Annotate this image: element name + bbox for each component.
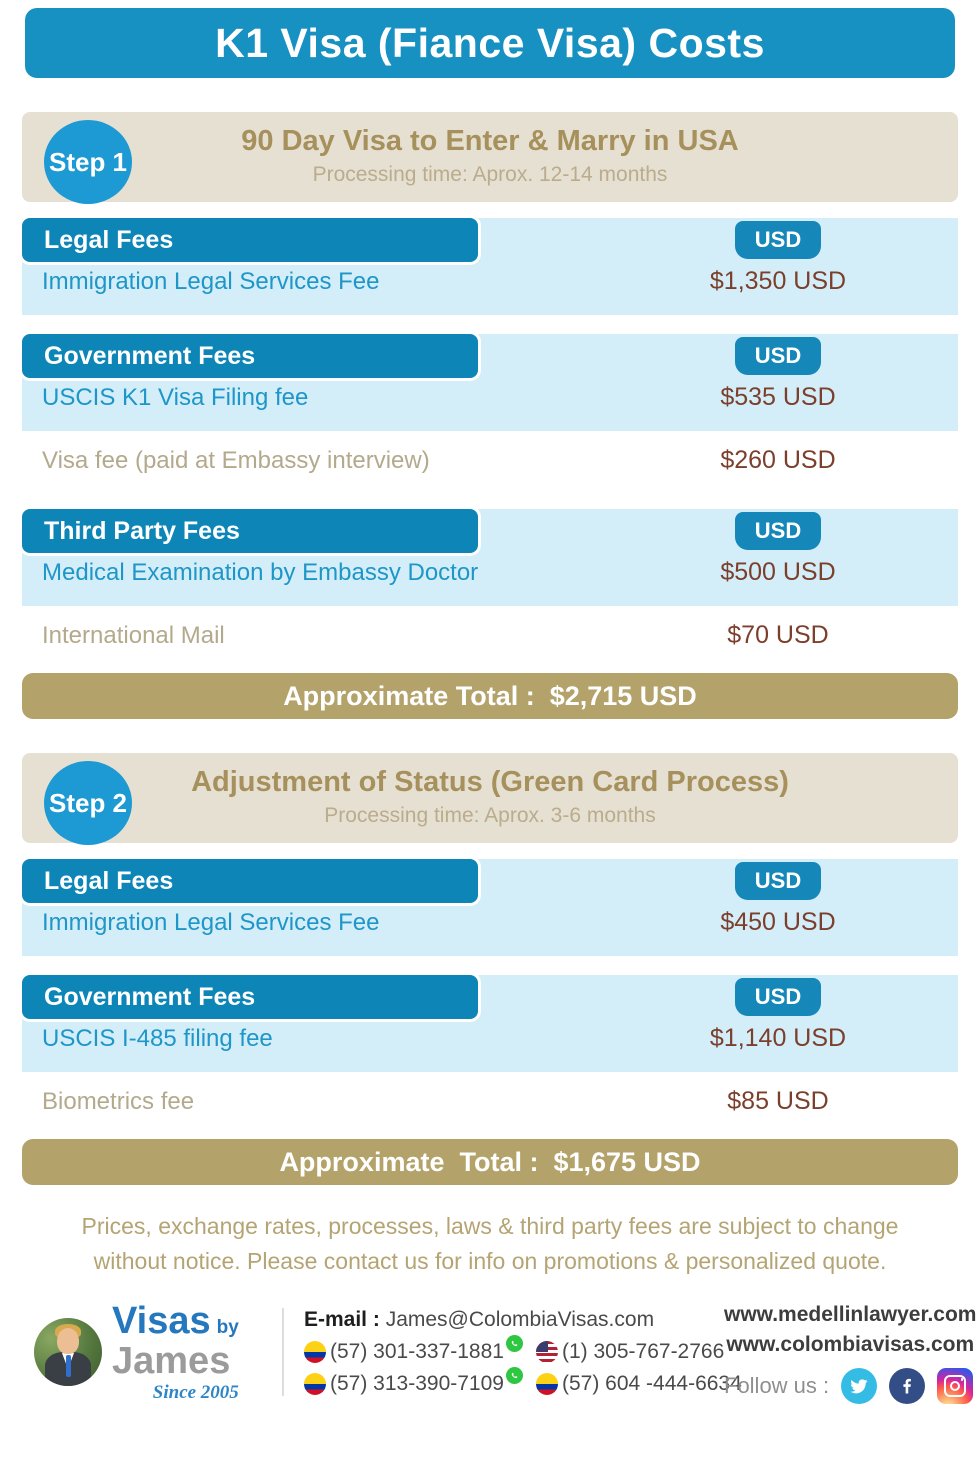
page-title: K1 Visa (Fiance Visa) Costs (215, 19, 765, 66)
page-header: K1 Visa (Fiance Visa) Costs (25, 8, 955, 78)
fee-group-header: Government Fees (22, 975, 478, 1019)
website-medellinlawyer[interactable]: www.medellinlawyer.com (724, 1302, 977, 1326)
follow-row: Follow us : (724, 1368, 976, 1405)
step1-subtitle: Processing time: Aprox. 12-14 months (312, 163, 668, 186)
currency-badge: USD (735, 978, 821, 1016)
phone-number: (57) 301-337-1881 (330, 1340, 504, 1363)
fee-group-body: USD Immigration Legal Services Fee $1,35… (22, 218, 958, 315)
phone-item[interactable]: (57) 313-390-7109 (304, 1366, 536, 1396)
contact-block: E-mail : James@ColombiaVisas.com (57) 30… (304, 1308, 742, 1396)
websites-block: www.medellinlawyer.com www.colombiavisas… (724, 1300, 976, 1405)
fee-group-legal-2: USD Immigration Legal Services Fee $450 … (22, 859, 958, 956)
fee-group-government-1: USD USCIS K1 Visa Filing fee $535 USD Go… (22, 334, 958, 494)
fee-group-header: Government Fees (22, 334, 478, 378)
fee-price: $535 USD (720, 383, 836, 411)
colombia-flag-icon (304, 1341, 326, 1363)
fee-group-body: USD USCIS K1 Visa Filing fee $535 USD (22, 334, 958, 431)
footer-divider (282, 1308, 284, 1396)
facebook-icon[interactable] (889, 1368, 926, 1405)
fee-group-header: Third Party Fees (22, 509, 478, 553)
disclaimer-text: Prices, exchange rates, processes, laws … (81, 1213, 899, 1274)
step1-total-text: Approximate Total : $2,715 USD (283, 680, 697, 711)
fee-label: USCIS I-485 filing fee (42, 1025, 273, 1052)
brand-logo: Visas by James Since 2005 (34, 1302, 272, 1402)
step2-title: Adjustment of Status (Green Card Process… (191, 766, 789, 798)
currency-badge: USD (735, 512, 821, 550)
fee-group-legal-1: USD Immigration Legal Services Fee $1,35… (22, 218, 958, 315)
step2-total-bar: Approximate Total : $1,675 USD (22, 1139, 958, 1185)
usa-flag-icon (536, 1341, 558, 1363)
brand-since: Since 2005 (152, 1382, 239, 1403)
fee-label: Immigration Legal Services Fee (42, 909, 380, 936)
fee-label: International Mail (42, 622, 225, 649)
fee-group-header: Legal Fees (22, 218, 478, 262)
instagram-icon[interactable] (937, 1368, 974, 1405)
currency-badge: USD (735, 337, 821, 375)
step1-badge: Step 1 (44, 120, 132, 204)
fee-price: $85 USD (727, 1087, 829, 1115)
email-label: E-mail : (304, 1308, 380, 1331)
fee-price: $70 USD (727, 621, 829, 649)
phone-number: (1) 305-767-2766 (562, 1340, 725, 1363)
phone-item[interactable]: (1) 305-767-2766 (536, 1340, 742, 1364)
step2-total-text: Approximate Total : $1,675 USD (279, 1146, 701, 1177)
brand-visas: Visas (112, 1300, 211, 1342)
step2-subtitle: Processing time: Aprox. 3-6 months (324, 804, 656, 827)
footer: Visas by James Since 2005 E-mail : James… (0, 1296, 980, 1408)
colombia-flag-icon (536, 1373, 558, 1395)
fee-label: Medical Examination by Embassy Doctor (42, 559, 479, 586)
fee-price: $1,350 USD (709, 267, 847, 295)
phone-number: (57) 313-390-7109 (330, 1372, 504, 1395)
phone-item[interactable]: (57) 301-337-1881 (304, 1334, 536, 1364)
fee-price: $260 USD (720, 446, 836, 474)
fee-group-header: Legal Fees (22, 859, 478, 903)
email-address[interactable]: James@ColombiaVisas.com (385, 1308, 655, 1331)
step1-total-bar: Approximate Total : $2,715 USD (22, 673, 958, 719)
brand-james: James (112, 1340, 231, 1382)
fee-label: USCIS K1 Visa Filing fee (42, 384, 309, 411)
twitter-icon[interactable] (841, 1368, 878, 1405)
james-photo (34, 1318, 102, 1386)
fee-price: $1,140 USD (709, 1024, 847, 1052)
colombia-flag-icon (304, 1373, 326, 1395)
fee-row: Biometrics fee $85 USD (22, 1072, 958, 1135)
whatsapp-icon (505, 1366, 523, 1384)
fee-group-thirdparty-1: USD Medical Examination by Embassy Docto… (22, 509, 958, 669)
fee-price: $500 USD (720, 558, 836, 586)
phone-item[interactable]: (57) 604 -444-6634 (536, 1372, 742, 1396)
fee-row: Visa fee (paid at Embassy interview) $26… (22, 431, 958, 494)
brand-by: by (216, 1317, 239, 1338)
whatsapp-icon (505, 1334, 523, 1352)
brand-wordmark: Visas by James Since 2005 (112, 1302, 239, 1402)
fee-label: Visa fee (paid at Embassy interview) (42, 447, 430, 474)
follow-label: Follow us : (724, 1373, 830, 1399)
currency-badge: USD (735, 221, 821, 259)
step1-banner: Step 1 90 Day Visa to Enter & Marry in U… (22, 112, 958, 204)
step2-banner: Step 2 Adjustment of Status (Green Card … (22, 753, 958, 845)
fee-row: International Mail $70 USD (22, 606, 958, 669)
step2-badge: Step 2 (44, 761, 132, 845)
phone-number: (57) 604 -444-6634 (562, 1372, 742, 1395)
fee-group-government-2: USD USCIS I-485 filing fee $1,140 USD Go… (22, 975, 958, 1135)
currency-badge: USD (735, 862, 821, 900)
phone-list: (57) 301-337-1881 (1) 305-767-2766 (57) … (304, 1334, 742, 1396)
fee-label: Immigration Legal Services Fee (42, 268, 380, 295)
website-colombiavisas[interactable]: www.colombiavisas.com (726, 1333, 975, 1356)
fee-label: Biometrics fee (42, 1088, 195, 1115)
fee-price: $450 USD (720, 908, 836, 936)
step1-title: 90 Day Visa to Enter & Marry in USA (241, 125, 739, 157)
